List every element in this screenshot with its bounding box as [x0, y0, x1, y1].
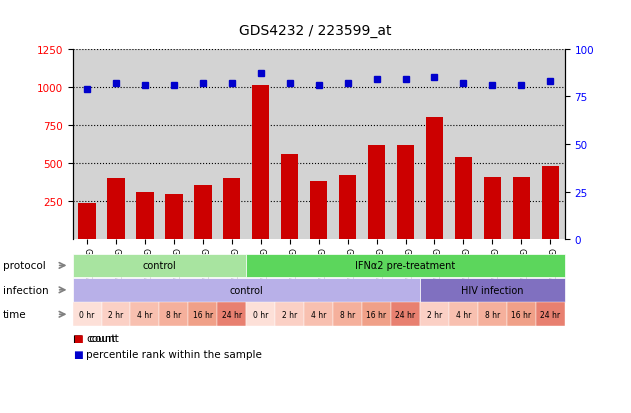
- Text: 24 hr: 24 hr: [540, 310, 560, 319]
- Text: ■: ■: [73, 349, 82, 359]
- Text: 0 hr: 0 hr: [253, 310, 268, 319]
- Text: count: count: [86, 334, 116, 344]
- Text: control: control: [230, 285, 263, 295]
- Bar: [339, 176, 357, 240]
- Text: percentile rank within the sample: percentile rank within the sample: [86, 349, 262, 359]
- Bar: [455, 157, 472, 240]
- Bar: [136, 192, 153, 240]
- Bar: [223, 179, 240, 240]
- Text: 4 hr: 4 hr: [456, 310, 471, 319]
- Text: 4 hr: 4 hr: [138, 310, 153, 319]
- Text: 16 hr: 16 hr: [193, 310, 213, 319]
- Text: IFNα2 pre-treatment: IFNα2 pre-treatment: [355, 261, 456, 271]
- Text: 24 hr: 24 hr: [396, 310, 416, 319]
- Bar: [78, 203, 96, 240]
- Bar: [310, 182, 327, 240]
- Bar: [512, 178, 530, 240]
- Text: ■  count: ■ count: [73, 334, 119, 344]
- Bar: [252, 86, 269, 240]
- Text: 2 hr: 2 hr: [109, 310, 124, 319]
- Bar: [484, 177, 501, 240]
- Bar: [165, 195, 182, 240]
- Text: infection: infection: [3, 285, 49, 295]
- Text: 8 hr: 8 hr: [167, 310, 182, 319]
- Bar: [281, 154, 298, 240]
- Text: time: time: [3, 309, 27, 320]
- Bar: [368, 145, 386, 240]
- Bar: [107, 179, 125, 240]
- Text: 8 hr: 8 hr: [340, 310, 355, 319]
- Text: 8 hr: 8 hr: [485, 310, 500, 319]
- Bar: [397, 145, 414, 240]
- Text: protocol: protocol: [3, 261, 46, 271]
- Text: HIV infection: HIV infection: [461, 285, 524, 295]
- Bar: [426, 118, 443, 240]
- Text: ■: ■: [73, 334, 82, 344]
- Text: control: control: [143, 261, 176, 271]
- Text: GDS4232 / 223599_at: GDS4232 / 223599_at: [239, 24, 392, 38]
- Text: 0 hr: 0 hr: [80, 310, 95, 319]
- Text: 4 hr: 4 hr: [311, 310, 326, 319]
- Text: 2 hr: 2 hr: [427, 310, 442, 319]
- Text: 16 hr: 16 hr: [511, 310, 531, 319]
- Text: 2 hr: 2 hr: [282, 310, 297, 319]
- Text: 16 hr: 16 hr: [367, 310, 387, 319]
- Bar: [194, 185, 211, 240]
- Bar: [541, 166, 559, 240]
- Text: 24 hr: 24 hr: [221, 310, 242, 319]
